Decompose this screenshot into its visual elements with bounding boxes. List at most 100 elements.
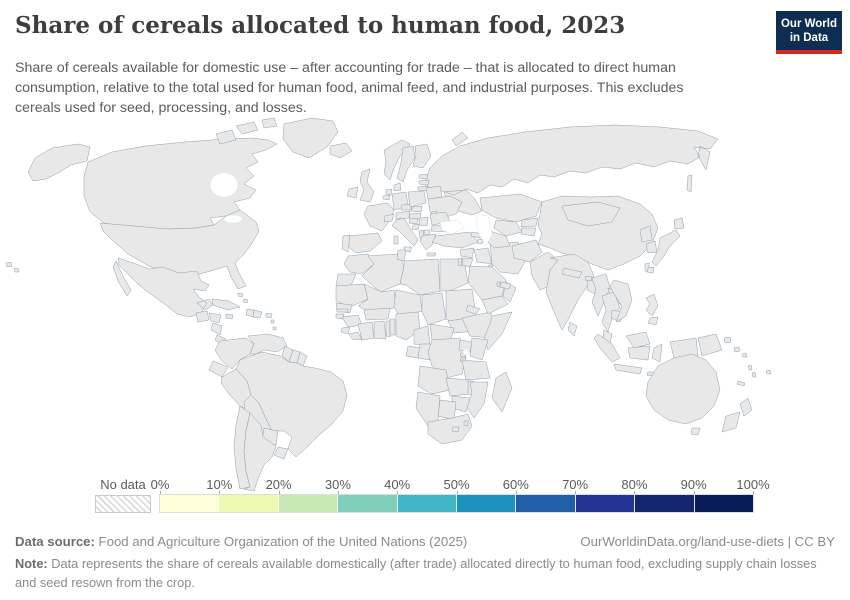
country-israel[interactable] <box>457 257 463 267</box>
country-papua-new-guinea[interactable] <box>697 333 732 357</box>
country-angola[interactable] <box>417 365 451 395</box>
country-slovakia[interactable] <box>410 205 423 213</box>
country-eswatini[interactable] <box>463 420 469 427</box>
country-sierra-leone[interactable] <box>340 326 351 335</box>
country-somalia[interactable] <box>483 311 513 351</box>
country-vietnam[interactable] <box>609 279 633 323</box>
legend-no-data-swatch[interactable] <box>95 495 151 513</box>
country-france[interactable] <box>363 202 395 232</box>
country-japan[interactable] <box>646 217 685 274</box>
country-portugal[interactable] <box>341 234 351 253</box>
country-india[interactable] <box>545 253 595 331</box>
owid-link[interactable]: OurWorldinData.org/land-use-diets | CC B… <box>580 534 835 549</box>
country-spain[interactable] <box>345 232 383 254</box>
country-united-kingdom[interactable] <box>359 168 375 203</box>
country-tanzania[interactable] <box>461 359 491 381</box>
country-united-states-hawaii[interactable] <box>5 261 20 273</box>
legend-segment-3[interactable] <box>338 495 398 512</box>
country-indonesia[interactable] <box>593 333 699 377</box>
country-uzbekistan[interactable] <box>493 219 523 237</box>
country-afghanistan[interactable] <box>511 239 543 263</box>
legend-segment-7[interactable] <box>575 495 636 512</box>
country-nicaragua[interactable] <box>210 322 223 336</box>
country-austria[interactable] <box>395 210 411 220</box>
country-chad[interactable] <box>421 292 447 326</box>
country-syria[interactable] <box>459 247 475 259</box>
country-solomon-islands[interactable] <box>733 346 748 358</box>
country-bosnia-and-herzegovina[interactable] <box>411 223 420 231</box>
country-turkey[interactable] <box>431 231 479 249</box>
country-tunisia[interactable] <box>396 249 407 262</box>
legend-segment-9[interactable] <box>694 495 754 512</box>
country-dominican-republic[interactable] <box>252 309 263 319</box>
legend-segment-1[interactable] <box>219 495 279 512</box>
country-finland[interactable] <box>412 143 432 169</box>
country-poland[interactable] <box>407 190 427 208</box>
country-uganda[interactable] <box>458 339 473 353</box>
country-jamaica[interactable] <box>225 313 234 320</box>
country-armenia[interactable] <box>476 238 484 245</box>
country-italy[interactable] <box>391 217 419 253</box>
country-guatemala[interactable] <box>195 310 210 323</box>
country-iceland[interactable] <box>329 142 353 159</box>
country-fiji[interactable] <box>765 369 772 375</box>
country-canada-arctic-islands[interactable] <box>215 117 278 145</box>
legend-segment-8[interactable] <box>635 495 695 512</box>
country-qatar[interactable] <box>496 281 501 288</box>
country-north-korea[interactable] <box>639 225 653 243</box>
country-philippines[interactable] <box>645 293 659 326</box>
country-mongolia[interactable] <box>561 201 621 227</box>
country-croatia[interactable] <box>408 217 419 225</box>
country-vanuatu[interactable] <box>747 364 757 378</box>
country-lesser-antilles[interactable] <box>270 319 277 331</box>
country-iraq[interactable] <box>473 247 493 265</box>
country-kyrgyzstan[interactable] <box>520 217 539 228</box>
legend-segment-6[interactable] <box>516 495 576 512</box>
country-haiti[interactable] <box>245 308 255 318</box>
country-nepal[interactable] <box>561 267 583 279</box>
country-sweden[interactable] <box>396 145 416 183</box>
country-sri-lanka[interactable] <box>567 321 578 337</box>
country-netherlands[interactable] <box>385 188 393 196</box>
country-kenya[interactable] <box>469 337 489 361</box>
country-united-states-alaska[interactable] <box>27 143 91 182</box>
country-argentina[interactable] <box>243 412 277 492</box>
country-myanmar[interactable] <box>591 273 611 317</box>
country-libya[interactable] <box>399 258 441 296</box>
country-switzerland[interactable] <box>383 213 395 223</box>
country-jordan[interactable] <box>461 257 474 268</box>
country-united-arab-emirates[interactable] <box>499 281 512 290</box>
country-benin[interactable] <box>389 318 396 336</box>
country-latvia[interactable] <box>418 179 430 186</box>
legend-segment-5[interactable] <box>457 495 517 512</box>
country-greece[interactable] <box>419 233 437 257</box>
country-mozambique[interactable] <box>465 381 489 419</box>
country-new-zealand[interactable] <box>721 397 753 433</box>
country-mauritania[interactable] <box>335 283 369 308</box>
country-estonia[interactable] <box>418 173 429 180</box>
legend-segment-2[interactable] <box>278 495 339 512</box>
country-tajikistan[interactable] <box>520 227 537 237</box>
country-burkina-faso[interactable] <box>363 307 391 321</box>
country-kazakhstan[interactable] <box>479 193 543 223</box>
country-venezuela[interactable] <box>247 333 288 355</box>
country-canada[interactable] <box>83 137 278 230</box>
country-united-states[interactable] <box>99 209 260 290</box>
country-eritrea[interactable] <box>465 304 481 315</box>
country-lesotho[interactable] <box>451 426 460 433</box>
country-congo[interactable] <box>417 343 433 361</box>
country-australia[interactable] <box>645 353 721 436</box>
country-madagascar[interactable] <box>491 371 513 413</box>
country-denmark[interactable] <box>393 182 402 192</box>
country-honduras[interactable] <box>208 312 222 324</box>
country-gambia[interactable] <box>336 308 349 313</box>
country-new-caledonia[interactable] <box>736 380 746 387</box>
country-belarus[interactable] <box>425 185 443 200</box>
country-yemen[interactable] <box>481 295 509 315</box>
country-serbia[interactable] <box>418 216 429 227</box>
country-south-africa[interactable] <box>427 413 473 445</box>
country-greenland[interactable] <box>282 117 339 159</box>
country-russia[interactable] <box>423 124 719 216</box>
country-morocco[interactable] <box>343 253 375 275</box>
country-togo[interactable] <box>385 320 391 338</box>
